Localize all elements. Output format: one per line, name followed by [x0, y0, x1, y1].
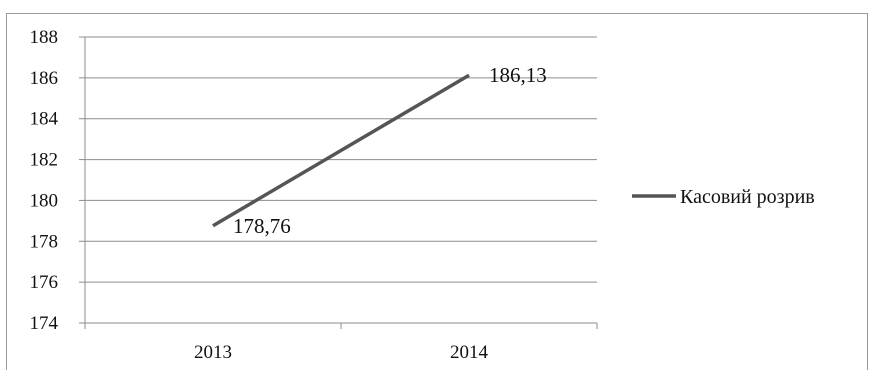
y-tick-label: 186 [30, 68, 59, 89]
y-tick-label: 182 [30, 150, 59, 171]
x-tick-label: 2014 [450, 342, 489, 363]
y-tick-label: 188 [30, 27, 59, 48]
data-labels: 178,76 186,13 [233, 63, 547, 238]
data-label: 186,13 [489, 63, 547, 87]
x-tick-labels: 2013 2014 [194, 342, 489, 363]
y-tick-label: 174 [30, 313, 59, 334]
data-label: 178,76 [233, 214, 291, 238]
y-tick-label: 180 [30, 190, 59, 211]
chart-frame [6, 13, 868, 370]
series-layer [212, 73, 470, 228]
y-tick-labels: 174 176 178 180 182 184 186 188 [30, 27, 59, 334]
legend: Касовий розрив [632, 186, 815, 208]
series-line [212, 73, 470, 228]
axis-layer [84, 37, 597, 324]
legend-label: Касовий розрив [680, 186, 815, 208]
y-tick-label: 176 [30, 272, 59, 293]
x-tick-label: 2013 [194, 342, 232, 363]
grid-layer [79, 36, 598, 329]
y-tick-label: 184 [30, 109, 59, 130]
y-tick-label: 178 [30, 231, 59, 252]
